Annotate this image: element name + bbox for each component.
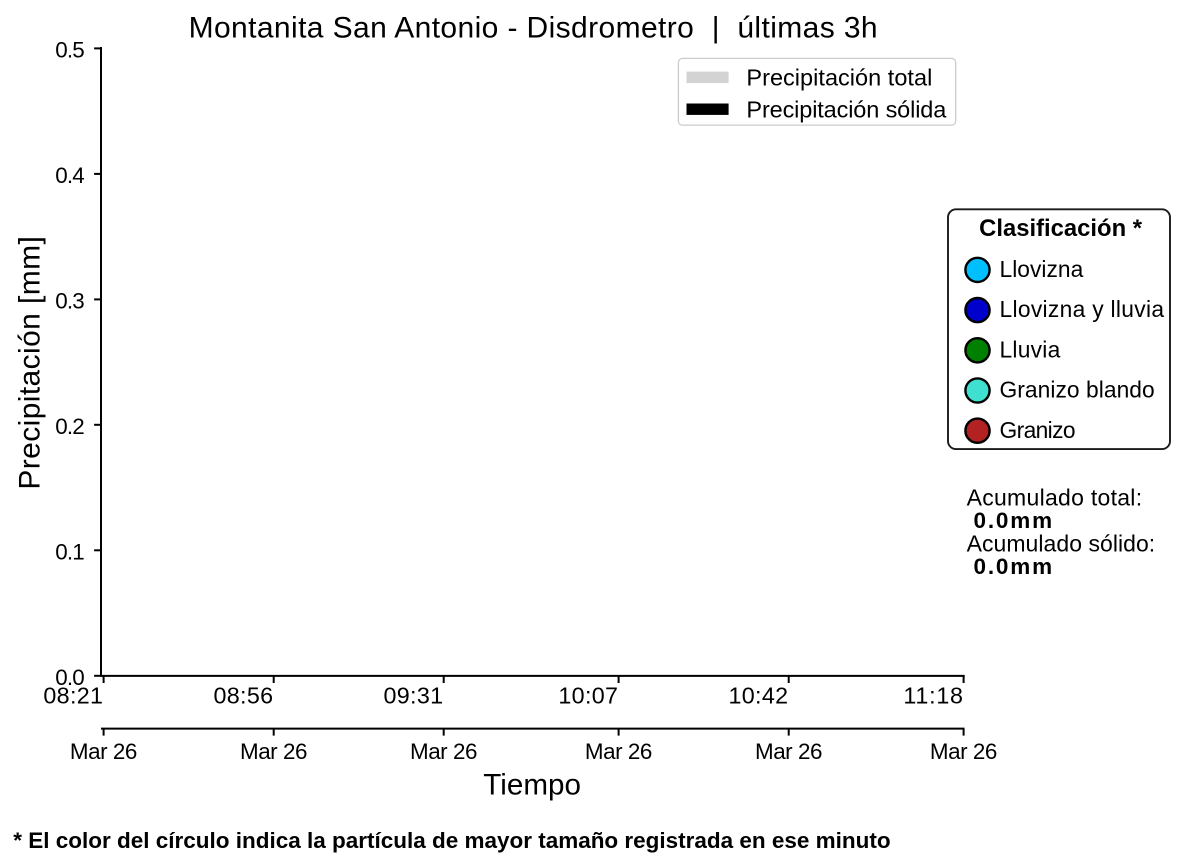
svg-text:10:42: 10:42 bbox=[729, 683, 789, 709]
svg-text:Mar 26: Mar 26 bbox=[930, 739, 997, 764]
svg-text:Mar 26: Mar 26 bbox=[70, 739, 137, 764]
svg-text:Granizo blando: Granizo blando bbox=[1000, 377, 1155, 403]
svg-text:Lluvia: Lluvia bbox=[1000, 336, 1061, 362]
svg-text:Mar 26: Mar 26 bbox=[585, 739, 652, 764]
svg-text:08:56: 08:56 bbox=[214, 683, 274, 709]
svg-text:0.5: 0.5 bbox=[55, 37, 84, 62]
svg-text:Granizo: Granizo bbox=[1000, 417, 1076, 443]
svg-text:Montanita San Antonio - Disdro: Montanita San Antonio - Disdrometro | úl… bbox=[189, 11, 878, 44]
svg-text:Llovizna: Llovizna bbox=[1000, 256, 1084, 282]
svg-text:0.0: 0.0 bbox=[55, 665, 84, 690]
svg-text:Precipitación total: Precipitación total bbox=[746, 65, 932, 91]
svg-text:Clasificación *: Clasificación * bbox=[979, 215, 1143, 242]
svg-text:0.3: 0.3 bbox=[55, 288, 84, 313]
svg-text:Acumulado sólido:: Acumulado sólido: bbox=[967, 530, 1156, 556]
svg-text:0.1: 0.1 bbox=[55, 539, 84, 564]
svg-text:09:31: 09:31 bbox=[384, 683, 444, 709]
svg-text:0.0mm: 0.0mm bbox=[974, 554, 1053, 579]
svg-text:0.0mm: 0.0mm bbox=[974, 508, 1053, 533]
svg-text:11:18: 11:18 bbox=[903, 683, 963, 709]
svg-text:Tiempo: Tiempo bbox=[483, 769, 581, 802]
svg-text:0.2: 0.2 bbox=[55, 414, 84, 439]
svg-text:Precipitación [mm]: Precipitación [mm] bbox=[14, 236, 47, 490]
svg-text:Mar 26: Mar 26 bbox=[240, 739, 307, 764]
svg-text:08:21: 08:21 bbox=[43, 683, 103, 709]
svg-text:Acumulado total:: Acumulado total: bbox=[967, 485, 1143, 511]
svg-text:Mar 26: Mar 26 bbox=[755, 739, 822, 764]
svg-text:Precipitación sólida: Precipitación sólida bbox=[746, 97, 947, 123]
svg-text:* El color del círculo indica: * El color del círculo indica la partícu… bbox=[13, 828, 890, 853]
svg-text:Llovizna y lluvia: Llovizna y lluvia bbox=[1000, 296, 1165, 322]
svg-text:0.4: 0.4 bbox=[55, 163, 84, 188]
svg-text:Mar 26: Mar 26 bbox=[410, 739, 477, 764]
svg-text:10:07: 10:07 bbox=[558, 683, 618, 709]
